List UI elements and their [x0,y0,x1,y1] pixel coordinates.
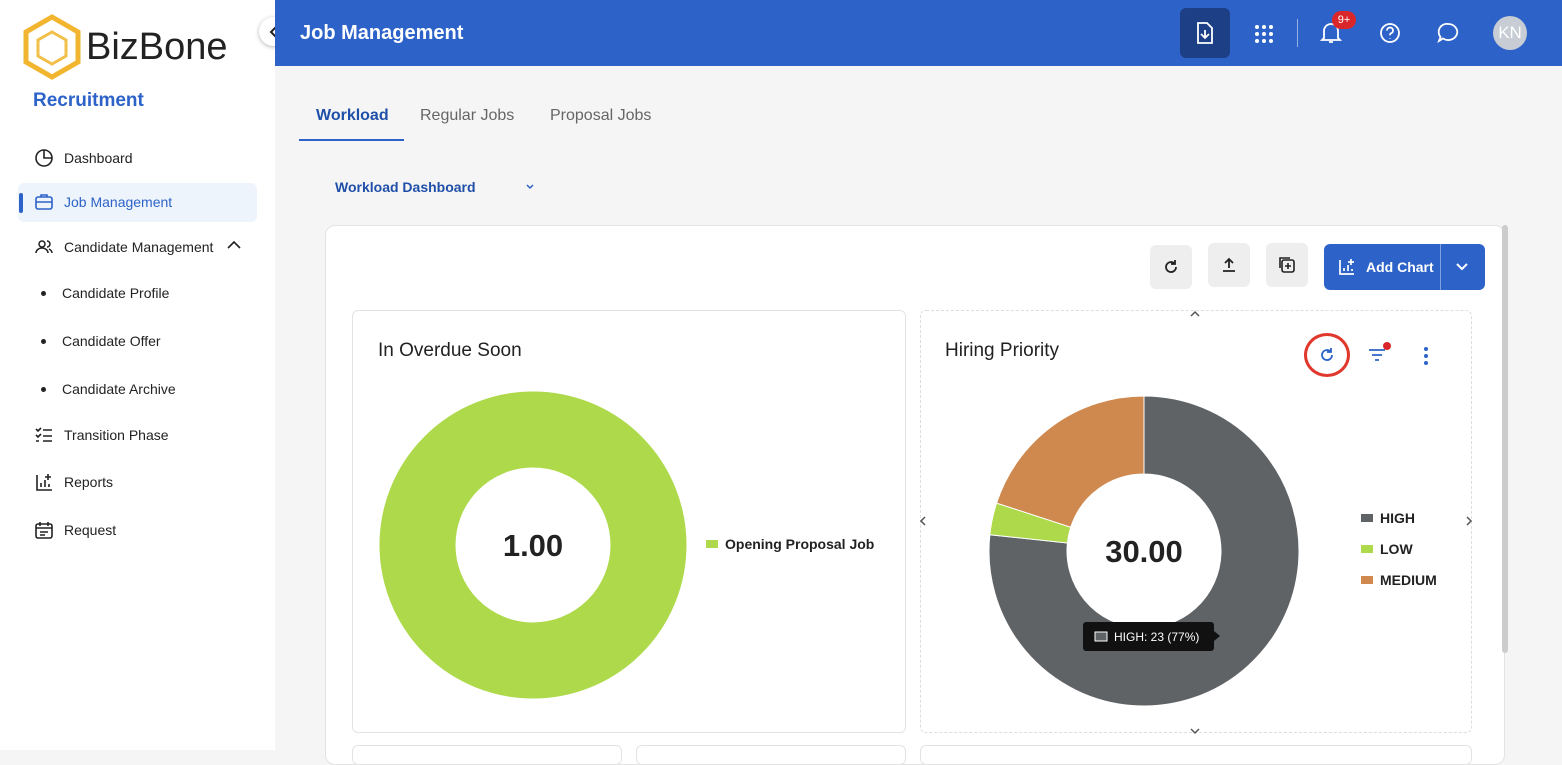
tab[interactable]: Proposal Jobs [550,107,652,124]
refresh-button[interactable] [1150,245,1192,289]
chart-card [636,745,906,765]
nav-label: Request [64,522,117,538]
nav-item[interactable]: Candidate Management [34,237,213,257]
scrollbar [1502,225,1508,653]
nav-label: Reports [64,474,114,490]
nav-item[interactable]: Request [34,520,116,540]
export-button[interactable] [1208,243,1250,287]
nav-subitem[interactable]: Candidate Profile [62,285,170,301]
chart-card [920,745,1472,765]
divider [1297,19,1298,47]
dashboard-select[interactable]: Workload Dashboard [335,179,476,195]
icon [1197,22,1213,44]
brand: BizBone [86,26,228,68]
bullet [41,387,46,392]
nav-label: Job Management [64,194,173,210]
chart-menu[interactable] [1421,346,1431,366]
add-chart-button[interactable]: Add Chart [1324,244,1485,290]
help-button[interactable] [1379,22,1401,44]
page-title: Job Management [300,22,464,44]
collapse-icon[interactable] [226,238,242,250]
chart-title: Hiring Priority [945,340,1060,361]
icon [269,25,277,38]
icon [35,194,53,210]
nav-item[interactable]: Transition Phase [34,425,169,445]
chat-button[interactable] [1436,21,1460,45]
avatar[interactable]: KN [1493,16,1527,50]
nav-subitem[interactable]: Candidate Offer [62,333,161,349]
nav-label: Candidate Management [64,239,214,255]
icon [1339,259,1354,275]
bullet [41,291,46,296]
tab[interactable]: Regular Jobs [420,107,515,124]
icon [35,522,53,539]
module: Recruitment [33,90,144,111]
chart-card [920,310,1472,733]
chart-filter[interactable] [1367,341,1393,365]
icon [35,149,53,167]
button-label: Add Chart [1366,259,1434,275]
nav-subitem[interactable]: Candidate Archive [62,381,176,397]
duplicate-button[interactable] [1266,243,1308,287]
dropdown-icon[interactable] [525,183,535,191]
chart-refresh[interactable] [1319,347,1335,363]
chart-card [352,745,622,765]
tab-indicator [299,139,404,141]
download-button[interactable] [1180,8,1230,58]
icon [1223,257,1235,272]
chart-card [352,310,906,733]
chart-title: In Overdue Soon [378,340,522,361]
logo-icon [23,14,81,80]
icon [1165,260,1177,273]
tab[interactable]: Workload [316,107,389,124]
icon [1456,263,1468,271]
sidebar: BizBone Recruitment Dashboard Job Manage… [0,0,275,750]
nav-label: Dashboard [64,150,133,166]
bullet [41,339,46,344]
nav-active-bg [18,183,257,222]
apps-button[interactable] [1254,24,1274,44]
notification-badge: 9+ [1332,11,1356,29]
nav-item[interactable]: Job Management [34,192,172,212]
icon [35,427,52,442]
icon [35,240,53,254]
icon [36,474,52,491]
header: Job Management 9+ KN [275,0,1562,66]
nav-active-bar [19,193,23,213]
nav-label: Transition Phase [64,427,169,443]
nav-item[interactable]: Dashboard [34,148,133,168]
divider [1440,244,1441,290]
nav-item[interactable]: Reports [34,472,113,492]
icon [1279,257,1295,273]
